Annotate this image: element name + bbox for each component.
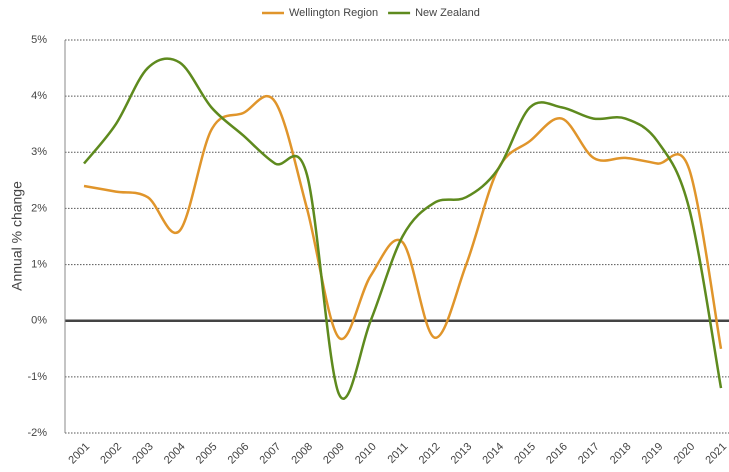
x-tick-label: 2011 bbox=[385, 441, 410, 466]
x-tick-label: 2013 bbox=[449, 441, 475, 467]
x-tick-label: 2004 bbox=[162, 441, 188, 467]
x-tick-label: 2017 bbox=[576, 441, 602, 467]
y-tick-label: 3% bbox=[31, 146, 47, 158]
x-tick-label: 2009 bbox=[321, 441, 347, 467]
legend-label: New Zealand bbox=[415, 7, 480, 19]
x-tick-label: 2020 bbox=[672, 441, 698, 467]
x-tick-label: 2014 bbox=[480, 441, 506, 467]
x-tick-label: 2015 bbox=[512, 441, 538, 467]
y-tick-label: 4% bbox=[31, 90, 47, 102]
y-tick-label: 5% bbox=[31, 34, 47, 46]
y-tick-label: -2% bbox=[27, 427, 47, 439]
series-line bbox=[83, 94, 723, 350]
x-tick-label: 2016 bbox=[544, 441, 570, 467]
legend-label: Wellington Region bbox=[289, 7, 378, 19]
x-tick-label: 2002 bbox=[98, 441, 124, 467]
y-tick-label: 0% bbox=[31, 315, 47, 327]
y-tick-label: 1% bbox=[31, 258, 47, 270]
x-tick-label: 2001 bbox=[66, 441, 92, 467]
x-tick-label: 2005 bbox=[194, 441, 220, 467]
y-tick-label: 2% bbox=[31, 202, 47, 214]
y-tick-label: -1% bbox=[27, 371, 47, 383]
x-tick-label: 2010 bbox=[353, 441, 379, 467]
x-tick-label: 2012 bbox=[417, 441, 443, 467]
x-tick-label: 2007 bbox=[257, 441, 283, 467]
x-tick-label: 2006 bbox=[226, 441, 252, 467]
series-line bbox=[83, 57, 723, 400]
x-tick-label: 2018 bbox=[608, 441, 634, 467]
y-axis-label: Annual % change bbox=[9, 181, 25, 291]
x-tick-label: 2021 bbox=[703, 441, 729, 467]
x-tick-label: 2003 bbox=[130, 441, 156, 467]
x-tick-label: 2008 bbox=[289, 441, 315, 467]
x-tick-label: 2019 bbox=[640, 441, 666, 467]
